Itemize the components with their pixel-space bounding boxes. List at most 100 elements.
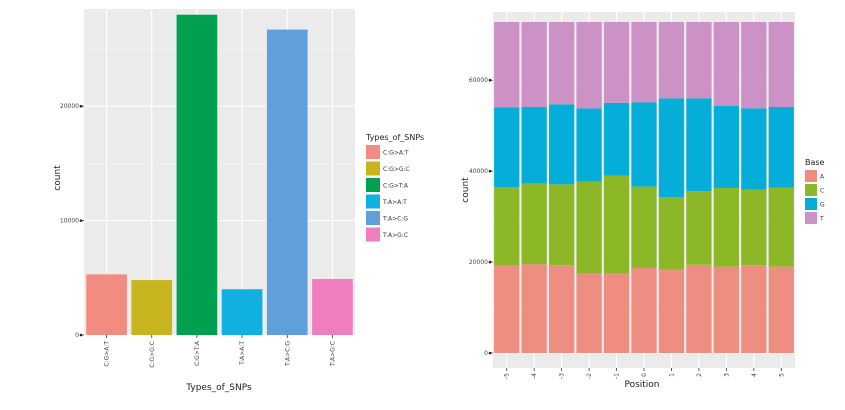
bar-segment-C-pos-5: [494, 187, 520, 266]
bar-segment-G-pos-3: [549, 104, 575, 185]
bar-segment-A-pos3: [713, 266, 739, 353]
x-tick-label: C:G>A:T: [104, 341, 111, 367]
bar-segment-G-pos3: [713, 105, 739, 188]
bar-segment-G-pos-1: [603, 102, 630, 176]
x-tick-label: T:A>C:G: [284, 341, 291, 367]
base-legend-title: Base: [805, 158, 825, 167]
bar-segment-G-pos-4: [521, 107, 547, 184]
x-tick-label: C:G>T:A: [194, 340, 201, 366]
bar-segment-T-pos5: [768, 22, 794, 108]
bar-segment-A-pos4: [741, 265, 767, 353]
bar-segment-G-pos0: [631, 102, 657, 187]
bar-segment-T-pos-1: [603, 22, 630, 103]
bar-segment-A-pos-2: [576, 273, 602, 353]
base-position-chart: 0 20000 40000 60000 -5 -4 -3 -2 -1 0 1 2 3 4 5 Positi…: [461, 12, 825, 390]
bar-segment-C-pos4: [741, 189, 767, 266]
y-tick-label: 0: [75, 332, 79, 339]
legend-swatch: [366, 145, 380, 159]
bar-segment-A-pos-1: [603, 273, 630, 353]
y-tick-label: 40000: [469, 168, 488, 175]
snp-legend-title: Types_of_SNPs: [365, 133, 424, 142]
y-tick-dot: [488, 78, 492, 82]
y-tick-label: 20000: [469, 259, 488, 266]
bar-segment-C-pos0: [631, 186, 657, 268]
legend-swatch: [366, 178, 380, 192]
bar-segment-T-pos-3: [549, 22, 575, 105]
bar-segment-T-pos1: [658, 22, 685, 99]
x-tick-label: C:G>G:C: [149, 341, 156, 368]
snp-chart-panel: [84, 9, 355, 335]
y-tick-label: 60000: [469, 77, 488, 84]
x-tick-label: -5: [504, 373, 511, 379]
y-tick-label: 10000: [60, 218, 79, 225]
legend-label: C:G>G:C: [383, 166, 410, 173]
snp-chart-bars: [86, 14, 353, 335]
legend-label: C:G>A:T: [383, 150, 409, 157]
base-chart-bars: [494, 22, 794, 353]
snp-type-chart: 0 10000 20000 C:G>A:T C:G>G:C C:G>T:A T:A>A:T…: [53, 9, 424, 393]
bar-segment-A-pos-4: [521, 264, 547, 353]
bar-T:A>G:C: [312, 278, 353, 335]
bar-segment-C-pos2: [686, 191, 712, 265]
x-tick-label: -3: [559, 373, 566, 379]
x-tick-label: -4: [531, 373, 538, 379]
bar-segment-C-pos-2: [576, 181, 602, 274]
legend-swatch: [805, 184, 817, 196]
x-tick-label: T:A>A:T: [239, 341, 246, 366]
x-tick-label: -2: [586, 373, 593, 379]
legend-swatch: [366, 211, 380, 225]
bar-segment-C-pos-3: [549, 184, 575, 266]
bar-segment-T-pos-2: [576, 22, 602, 109]
legend-label: T:A>A:T: [382, 199, 407, 206]
bar-T:A>C:G: [266, 29, 308, 335]
x-tick-label: 2: [696, 373, 703, 377]
y-tick-dot: [79, 333, 83, 337]
base-chart-x-ticks: -5 -4 -3 -2 -1 0 1 2 3 4 5: [504, 368, 785, 379]
bar-C:G>T:A: [176, 14, 218, 335]
legend-label: T: [819, 216, 824, 223]
x-tick-label: 3: [723, 373, 730, 377]
x-tick-label: 5: [778, 373, 785, 377]
bar-segment-T-pos4: [741, 22, 767, 109]
bar-segment-G-pos4: [741, 108, 767, 190]
bar-C:G>A:T: [86, 274, 127, 335]
base-chart-y-ticks: 0 20000 40000 60000: [469, 77, 493, 357]
x-tick-label: 0: [641, 373, 648, 377]
bar-segment-A-pos5: [768, 266, 794, 353]
bar-segment-A-pos2: [686, 264, 712, 353]
y-tick-dot: [79, 219, 83, 222]
bar-segment-T-pos3: [713, 22, 739, 106]
legend-swatch: [805, 198, 817, 210]
bar-T:A>A:T: [221, 289, 263, 335]
legend-label: A: [820, 174, 825, 181]
bar-segment-C-pos-1: [603, 175, 630, 274]
legend-label: G: [820, 202, 825, 209]
bar-segment-T-pos-5: [494, 22, 520, 108]
snp-chart-y-ticks: 0 10000 20000: [60, 103, 84, 339]
snp-legend: C:G>A:T C:G>G:C C:G>T:A T:A>A:T T:A>C:G T:A>G…: [366, 145, 410, 242]
legend-label: C:G>T:A: [383, 183, 409, 190]
legend-label: T:A>G:C: [382, 232, 408, 239]
x-tick-label: 4: [751, 373, 758, 377]
x-tick-label: -1: [614, 373, 621, 379]
snp-chart-y-axis-title: count: [53, 165, 63, 191]
legend-swatch: [366, 161, 380, 176]
bar-segment-G-pos5: [768, 107, 794, 188]
legend-swatch: [366, 194, 380, 209]
legend-label: T:A>C:G: [382, 216, 408, 223]
bar-segment-A-pos0: [631, 267, 657, 353]
y-tick-dot: [488, 351, 492, 355]
legend-swatch: [805, 170, 817, 182]
bar-segment-A-pos-5: [494, 265, 520, 353]
bar-segment-C-pos-4: [521, 183, 547, 265]
bar-segment-G-pos2: [686, 98, 712, 192]
base-chart-y-axis-title: count: [461, 177, 471, 203]
x-tick-label: T:A>G:C: [329, 341, 336, 367]
base-chart-x-axis-title: Position: [624, 380, 659, 390]
bar-segment-G-pos1: [658, 98, 685, 198]
snp-chart-x-axis-title: Types_of_SNPs: [185, 383, 252, 393]
x-tick-label: 1: [668, 373, 675, 377]
bar-segment-A-pos1: [658, 269, 685, 353]
